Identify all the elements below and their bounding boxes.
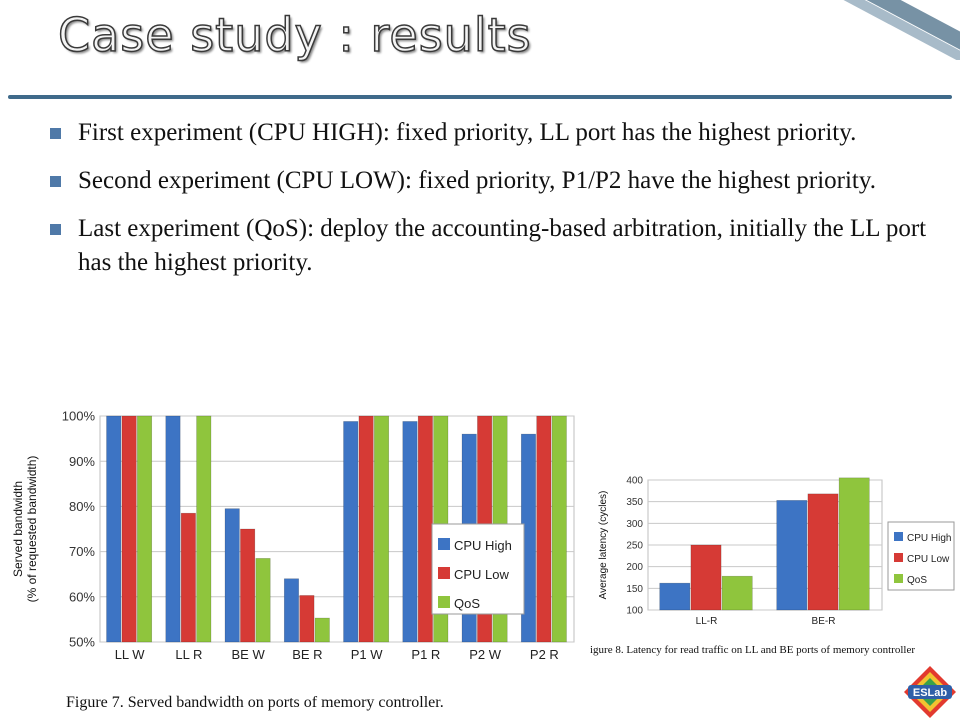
- legend-label: CPU High: [907, 533, 951, 544]
- y-tick-label: 300: [626, 519, 643, 530]
- y-axis-label: Served bandwidth: [11, 481, 25, 577]
- y-tick-label: 350: [626, 497, 643, 508]
- bar-cpu-high: [165, 415, 181, 643]
- y-tick-label: 400: [626, 476, 643, 487]
- bullet-item: Last experiment (QoS): deploy the accoun…: [50, 212, 930, 280]
- bullet-item: Second experiment (CPU LOW): fixed prior…: [50, 164, 930, 198]
- bullet-text: First experiment (CPU HIGH): fixed prior…: [78, 119, 857, 146]
- legend-swatch: [894, 532, 903, 541]
- bullet-list: First experiment (CPU HIGH): fixed prior…: [50, 116, 930, 294]
- bar-cpu-high: [402, 421, 418, 643]
- legend-swatch: [438, 567, 450, 579]
- slide-title: Case study : results: [57, 7, 532, 63]
- y-tick-label: 50%: [69, 635, 95, 650]
- x-category-label: LL R: [175, 647, 202, 662]
- y-tick-label: 60%: [69, 589, 95, 604]
- legend-label: QoS: [454, 596, 480, 611]
- y-tick-label: 90%: [69, 454, 95, 469]
- y-tick-label: 250: [626, 541, 643, 552]
- bar-qos: [838, 477, 870, 611]
- x-category-label: BE R: [292, 647, 322, 662]
- bar-qos: [374, 415, 390, 643]
- bar-cpu-low: [121, 415, 137, 643]
- bar-qos: [137, 415, 153, 643]
- x-category-label: P1 W: [351, 647, 384, 662]
- bar-cpu-low: [417, 415, 433, 643]
- bar-qos: [314, 617, 330, 643]
- legend-label: CPU Low: [454, 567, 510, 582]
- x-category-label: P1 R: [411, 647, 440, 662]
- bar-cpu-high: [224, 508, 240, 643]
- bandwidth-chart: 50% 60% 70% 80% 90% 100% LL W LL R BE W BE R P1 W P…: [11, 409, 575, 662]
- bar-cpu-low: [690, 544, 722, 611]
- legend-swatch: [894, 553, 903, 562]
- bullet-square-icon: [50, 224, 61, 235]
- y-tick-label: 80%: [69, 499, 95, 514]
- x-category-label: P2 R: [530, 647, 559, 662]
- bullet-text: Second experiment (CPU LOW): fixed prior…: [78, 167, 876, 194]
- eslab-logo: ESLab: [904, 666, 956, 718]
- bullet-square-icon: [50, 128, 61, 139]
- y-tick-label: 200: [626, 562, 643, 573]
- bar-cpu-low: [807, 493, 839, 611]
- y-tick-label: 70%: [69, 544, 95, 559]
- bar-cpu-high: [659, 582, 691, 611]
- bar-qos: [196, 415, 212, 643]
- y-tick-label: 100: [626, 606, 643, 617]
- bar-qos: [721, 575, 753, 611]
- bar-qos: [255, 558, 271, 643]
- bar-cpu-high: [776, 500, 808, 611]
- corner-decoration: [830, 0, 960, 60]
- bar-cpu-low: [299, 595, 315, 643]
- bullet-text: Last experiment (QoS): deploy the accoun…: [78, 215, 927, 276]
- x-category-label: BE-R: [812, 616, 836, 627]
- legend-label: CPU Low: [907, 554, 950, 565]
- legend-label: CPU High: [454, 538, 512, 553]
- figure-7-caption: Figure 7. Served bandwidth on ports of m…: [66, 694, 444, 711]
- figure-8-caption: igure 8. Latency for read traffic on LL …: [590, 644, 915, 656]
- x-category-label: LL W: [115, 647, 146, 662]
- bar-cpu-low: [358, 415, 374, 643]
- x-category-label: P2 W: [469, 647, 502, 662]
- x-category-label: LL-R: [696, 616, 718, 627]
- bar-cpu-high: [283, 578, 299, 643]
- y-axis-label: Average latency (cycles): [598, 491, 609, 600]
- y-axis-label: (% of requested bandwidth): [25, 456, 39, 603]
- legend-label: QoS: [907, 575, 927, 586]
- bar-cpu-low: [180, 512, 196, 643]
- logo-text: ESLab: [913, 687, 948, 699]
- legend-swatch: [438, 596, 450, 608]
- bullet-item: First experiment (CPU HIGH): fixed prior…: [50, 116, 930, 150]
- bar-cpu-high: [106, 415, 122, 643]
- bar-cpu-low: [240, 528, 256, 643]
- y-tick-label: 150: [626, 584, 643, 595]
- y-tick-label: 100%: [62, 409, 96, 424]
- legend-swatch: [894, 574, 903, 583]
- title-divider: [8, 95, 952, 99]
- legend-swatch: [438, 538, 450, 550]
- latency-chart: 100 150 200 250 300 350 400 LL-R BE-R Average lat…: [598, 476, 955, 627]
- bar-cpu-low: [536, 415, 552, 643]
- bar-cpu-high: [343, 421, 359, 643]
- x-category-label: BE W: [232, 647, 266, 662]
- bullet-square-icon: [50, 176, 61, 187]
- bar-qos: [551, 415, 567, 643]
